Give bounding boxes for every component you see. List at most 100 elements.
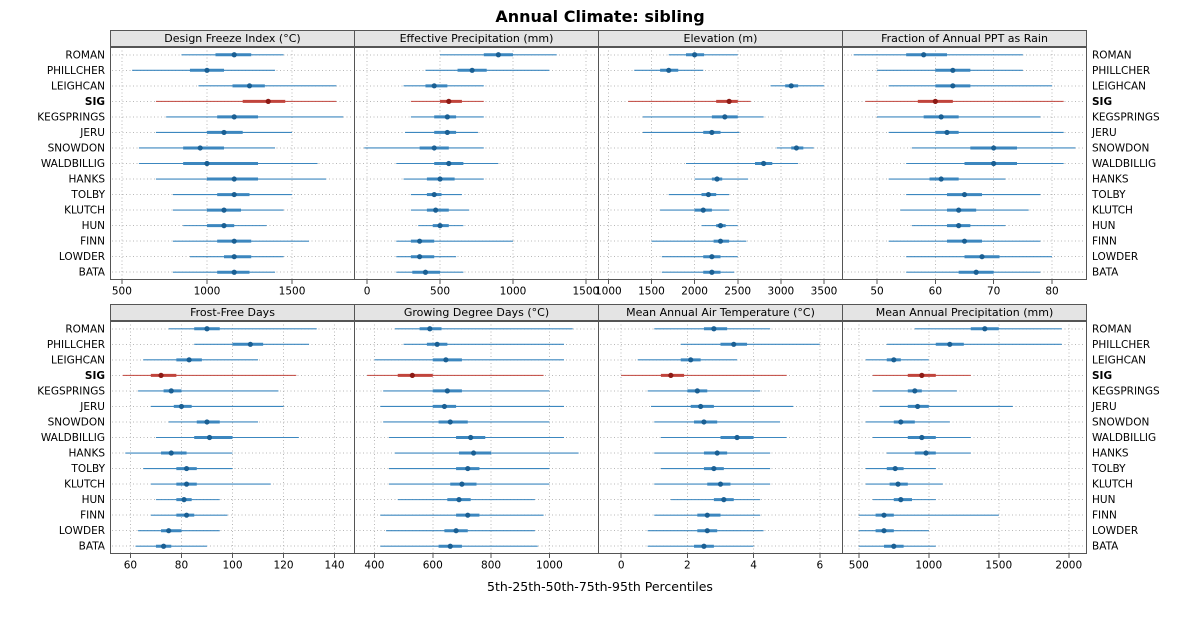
lattice-row: ROMAN PHILLCHER LEIGHCAN SIG KEGSPRINGS JERU S… (10, 304, 1190, 572)
median-dot (204, 67, 210, 73)
x-tick-label: 1500 (985, 560, 1012, 572)
median-dot (168, 388, 174, 394)
x-tick-label: 500 (849, 560, 869, 572)
x-tick-label: 1500 (573, 286, 600, 298)
x-tick-label: 2 (684, 560, 691, 572)
climate-panel: Mean Annual Air Temperature (°C) 0 2 4 6 (598, 304, 843, 572)
x-tick-label: 1000 (194, 286, 221, 298)
site-label: KEGSPRINGS (37, 111, 105, 123)
median-dot (444, 388, 450, 394)
chart-title: Annual Climate: sibling (495, 7, 705, 26)
x-axis: 500 1000 1500 2000 (849, 554, 1082, 572)
median-dot (688, 357, 694, 363)
site-label: ROMAN (1092, 323, 1132, 335)
median-dot (956, 223, 962, 229)
median-dot (246, 83, 253, 89)
median-dot (698, 403, 704, 410)
site-labels-svg: ROMAN PHILLCHER LEIGHCAN SIG KEGSPRINGS JERU S… (37, 323, 106, 552)
median-dot (431, 83, 437, 89)
median-dot (891, 543, 897, 549)
median-dot (717, 238, 724, 244)
site-label: KLUTCH (64, 479, 105, 491)
x-axis: 500 1000 1500 (112, 280, 305, 298)
x-tick-label: 4 (750, 560, 757, 572)
climate-panel: Growing Degree Days (°C) 400 600 800 1000 (354, 304, 599, 572)
site-label: JERU (79, 127, 105, 139)
median-dot (444, 129, 450, 136)
site-labels-left: ROMAN PHILLCHER LEIGHCAN SIG KEGSPRINGS JERU S… (10, 30, 110, 280)
panel-plot (842, 47, 1087, 280)
site-label: KLUTCH (64, 205, 105, 217)
median-dot (417, 254, 423, 260)
x-tick-label: 3000 (768, 286, 795, 298)
median-dot (944, 129, 950, 136)
panel-strip-title: Frost-Free Days (110, 304, 355, 321)
site-label: KEGSPRINGS (37, 385, 105, 397)
median-dot (898, 497, 904, 503)
median-dot (444, 114, 450, 120)
median-dot (705, 191, 712, 198)
median-dot (417, 238, 423, 244)
site-label: LEIGHCAN (1092, 354, 1146, 366)
median-dot (891, 357, 897, 363)
site-label: FINN (1092, 236, 1117, 248)
x-tick-label: 80 (1045, 286, 1058, 298)
median-dot (694, 388, 700, 394)
site-labels-svg: ROMAN PHILLCHER LEIGHCAN SIG KEGSPRINGS JERU S… (1091, 323, 1160, 552)
median-dot (183, 512, 190, 518)
median-dot (711, 326, 717, 332)
lattice-panels: ROMAN PHILLCHER LEIGHCAN SIG KEGSPRINGS JERU S… (0, 30, 1200, 572)
site-label: TOLBY (70, 463, 105, 475)
panel-strip-title: Mean Annual Precipitation (mm) (842, 304, 1087, 321)
axis-caption: 5th-25th-50th-75th-95th Percentiles (487, 579, 713, 594)
site-label: SIG (1092, 370, 1112, 382)
site-label: KEGSPRINGS (1092, 111, 1160, 123)
site-label: LEIGHCAN (51, 80, 105, 92)
site-labels-right: ROMAN PHILLCHER LEIGHCAN SIG KEGSPRINGS JERU S… (1087, 30, 1187, 280)
x-tick-label: 1000 (536, 560, 563, 572)
site-label: PHILLCHER (1092, 339, 1150, 351)
climate-panel: Mean Annual Precipitation (mm) 500 1000 150… (842, 304, 1087, 572)
site-label: WALDBILLIG (41, 432, 105, 444)
site-label: HANKS (69, 448, 106, 460)
median-dot (231, 254, 237, 260)
median-dot (979, 254, 985, 260)
x-tick-label: 60 (929, 286, 942, 298)
x-tick-label: 120 (274, 560, 294, 572)
x-tick-label: 70 (987, 286, 1000, 298)
median-dot (447, 543, 453, 549)
x-tick-label: 0 (618, 560, 625, 572)
median-dot (923, 450, 929, 456)
panel-plot (110, 321, 355, 554)
median-dot (168, 450, 174, 456)
x-tick-label: 2000 (681, 286, 708, 298)
median-dot (468, 434, 474, 441)
site-label: JERU (1091, 401, 1117, 413)
median-dot (231, 114, 237, 120)
site-labels-svg: ROMAN PHILLCHER LEIGHCAN SIG KEGSPRINGS JERU S… (1091, 49, 1160, 278)
site-label: PHILLCHER (47, 339, 105, 351)
median-dot (495, 52, 501, 58)
median-dot (231, 176, 237, 182)
x-axis: 400 600 800 1000 (364, 554, 563, 572)
median-dot (231, 269, 237, 275)
median-dot (950, 67, 956, 73)
median-dot (465, 512, 471, 518)
median-dot (895, 481, 901, 487)
site-label: ROMAN (65, 49, 105, 61)
x-tick-label: 600 (423, 560, 443, 572)
median-dot (722, 114, 728, 120)
climate-panel: Effective Precipitation (mm) 0 500 1000 1500 (354, 30, 600, 298)
site-label: ROMAN (1092, 49, 1132, 61)
median-dot (709, 129, 715, 136)
median-dot (221, 223, 227, 229)
site-label: HUN (82, 494, 105, 506)
site-label: SNOWDON (1092, 416, 1149, 428)
site-label: TOLBY (1091, 189, 1126, 201)
median-dot (973, 269, 979, 275)
x-tick-label: 140 (325, 560, 345, 572)
median-dot (961, 238, 968, 244)
panel-plot (354, 321, 599, 554)
panel-border (842, 47, 1087, 280)
site-label: JERU (1091, 127, 1117, 139)
